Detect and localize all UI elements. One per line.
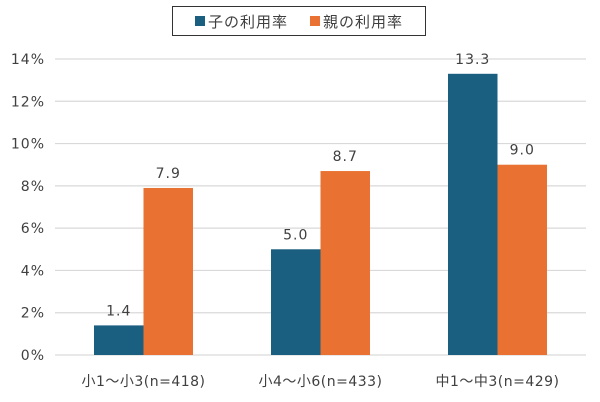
legend-label: 子の利用率 bbox=[207, 12, 288, 31]
legend-item-child: 子の利用率 bbox=[194, 11, 288, 32]
x-tick-label: 小1～小3(n=418) bbox=[81, 374, 205, 390]
legend-item-parent: 親の利用率 bbox=[310, 11, 403, 32]
data-label: 8.7 bbox=[333, 149, 358, 165]
y-tick-label: 10% bbox=[11, 137, 45, 153]
y-tick-label: 4% bbox=[21, 263, 45, 279]
data-label: 9.0 bbox=[510, 143, 535, 159]
y-tick-label: 0% bbox=[21, 348, 45, 364]
y-tick-label: 12% bbox=[11, 94, 45, 110]
y-tick-label: 8% bbox=[21, 179, 45, 195]
legend-swatch-parent bbox=[310, 16, 320, 26]
bar bbox=[448, 73, 498, 356]
bar bbox=[94, 325, 144, 355]
data-label: 7.9 bbox=[156, 166, 181, 182]
x-tick-label: 中1～中3(n=429) bbox=[435, 374, 559, 390]
data-label: 5.0 bbox=[283, 227, 308, 243]
bar bbox=[320, 171, 370, 355]
bar bbox=[143, 187, 193, 355]
data-label: 13.3 bbox=[455, 52, 490, 68]
legend: 子の利用率 親の利用率 bbox=[172, 6, 426, 36]
bar bbox=[497, 164, 547, 355]
x-tick-label: 小4～小6(n=433) bbox=[258, 374, 382, 390]
y-tick-label: 6% bbox=[21, 221, 45, 237]
legend-label: 親の利用率 bbox=[323, 12, 404, 31]
bar bbox=[271, 249, 321, 355]
y-tick-label: 14% bbox=[11, 52, 45, 68]
data-label: 1.4 bbox=[106, 303, 131, 319]
y-tick-label: 2% bbox=[21, 306, 45, 322]
legend-swatch-child bbox=[194, 16, 205, 26]
